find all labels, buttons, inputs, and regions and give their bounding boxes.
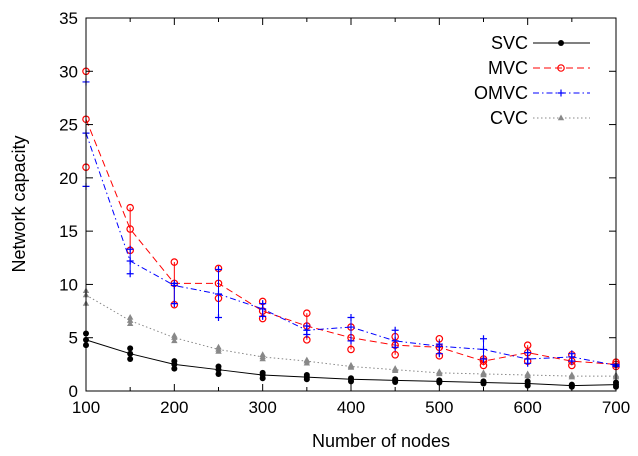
data-point <box>347 362 355 369</box>
plot-area <box>82 67 620 390</box>
error-bar-high-marker <box>303 309 311 318</box>
error-bar-high-marker <box>215 266 222 274</box>
legend-label: CVC <box>490 108 528 128</box>
error-bar-low-marker <box>126 270 134 278</box>
error-bar-low-marker <box>215 313 222 321</box>
data-point <box>568 372 576 379</box>
error-bar-low-marker <box>347 345 355 354</box>
data-point <box>170 281 178 289</box>
data-point <box>126 257 134 265</box>
error-bar-low-marker <box>171 365 178 372</box>
data-point <box>127 350 134 357</box>
data-point <box>391 337 399 345</box>
x-tick-label: 700 <box>602 398 630 417</box>
error-bar-high-marker <box>126 313 134 320</box>
error-bar-high-marker <box>127 345 134 352</box>
data-point <box>215 366 222 373</box>
series-omvc <box>82 78 620 370</box>
error-bar-low-marker <box>126 320 134 327</box>
data-point <box>171 334 178 340</box>
data-point <box>568 382 575 389</box>
data-point <box>480 379 487 386</box>
error-bar-high-marker <box>524 349 532 357</box>
x-tick-label: 500 <box>425 398 453 417</box>
data-point <box>126 317 134 323</box>
error-bar-low-marker <box>127 356 134 363</box>
error-bar-high-marker <box>391 326 399 334</box>
x-axis-label: Number of nodes <box>312 431 450 451</box>
y-tick-label: 10 <box>59 275 78 294</box>
data-point <box>391 366 399 372</box>
x-tick-label: 100 <box>72 398 100 417</box>
x-tick-label: 600 <box>513 398 541 417</box>
legend-item-cvc: CVC <box>490 108 590 128</box>
data-point <box>436 378 443 385</box>
error-bar-low-marker <box>259 312 267 320</box>
data-point <box>524 371 531 378</box>
error-bar-low-marker <box>347 337 355 345</box>
x-tick-label: 300 <box>248 398 276 417</box>
data-point <box>436 369 443 376</box>
data-point <box>568 353 576 361</box>
legend-marker <box>558 40 564 46</box>
legend-label: SVC <box>491 33 528 53</box>
data-point <box>215 290 222 298</box>
axes: 0 5 10 15 20 25 30 35 100 200 300 400 500 600 700 <box>59 9 630 417</box>
legend-item-svc: SVC <box>491 33 590 53</box>
data-point <box>348 376 354 383</box>
legend-label: MVC <box>488 58 528 78</box>
error-bar-high-marker <box>126 245 134 253</box>
legend-marker <box>557 89 565 97</box>
error-bar-high-marker <box>170 258 179 266</box>
data-point <box>392 377 399 384</box>
error-bar-low-marker <box>480 355 487 363</box>
legend-item-mvc: MVC <box>488 58 590 78</box>
error-bar-high-marker <box>347 313 355 321</box>
y-tick-label: 25 <box>59 116 78 135</box>
data-point <box>480 345 487 353</box>
data-point <box>480 370 487 377</box>
data-point <box>524 355 532 363</box>
y-tick-label: 20 <box>59 169 78 188</box>
error-bar-low-marker <box>391 343 399 351</box>
error-bar-high-marker <box>523 341 532 349</box>
data-point <box>524 380 531 387</box>
error-bar-low-marker <box>215 370 222 377</box>
legend-marker <box>557 114 565 121</box>
legend-marker <box>557 64 565 72</box>
series-svc <box>83 330 619 390</box>
data-point <box>259 353 266 360</box>
data-point <box>259 372 266 379</box>
data-point <box>435 342 443 350</box>
error-bar-low-marker <box>171 337 178 344</box>
x-tick-label: 400 <box>337 398 365 417</box>
y-tick-label: 30 <box>59 62 78 81</box>
y-axis-label: Network capacity <box>9 135 29 272</box>
x-tick-label: 200 <box>160 398 188 417</box>
y-tick-label: 0 <box>69 382 78 401</box>
error-bar-high-marker <box>126 203 134 212</box>
y-tick-label: 5 <box>69 329 78 348</box>
data-point <box>303 357 311 364</box>
data-point <box>303 326 311 334</box>
error-bar-low-marker <box>435 350 443 358</box>
data-point <box>126 225 134 233</box>
error-bar-low-marker <box>391 350 399 359</box>
y-tick-label: 35 <box>59 9 78 28</box>
legend-label: OMVC <box>474 83 528 103</box>
series-cvc <box>82 287 620 380</box>
data-point <box>303 374 310 381</box>
error-bar-high-marker <box>480 335 487 343</box>
data-point <box>259 305 267 313</box>
legend-item-omvc: OMVC <box>474 83 590 103</box>
data-point <box>347 323 355 331</box>
y-tick-label: 15 <box>59 222 78 241</box>
data-point <box>215 345 222 352</box>
error-bar-low-marker <box>170 300 178 308</box>
legend: SVC MVC OMVC CVC <box>474 33 590 128</box>
data-point <box>171 361 178 368</box>
